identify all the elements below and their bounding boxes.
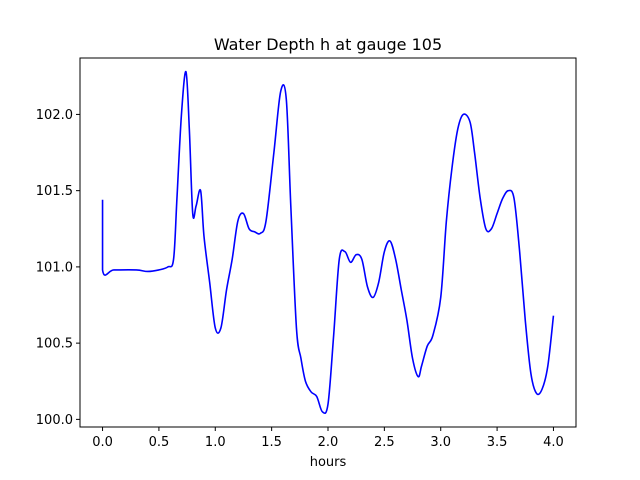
y-tick-label: 100.5 xyxy=(36,337,73,352)
x-tick-label: 0.5 xyxy=(149,435,170,450)
y-tick-label: 101.0 xyxy=(36,260,73,275)
plot-area: 0.0 0.5 1.0 1.5 2.0 2.5 3.0 3.5 4.0 100.0100.510… xyxy=(36,57,577,450)
plot-frame xyxy=(79,57,577,428)
series-line xyxy=(101,70,555,415)
y-axis: 100.0 100.5 101.0 101.5 102.0 xyxy=(36,108,80,428)
chart-title: Water Depth h at gauge 105 xyxy=(214,35,442,54)
x-tick-label: 3.0 xyxy=(430,435,451,450)
y-tick-label: 102.0 xyxy=(36,108,73,123)
x-tick-label: 4.0 xyxy=(543,435,564,450)
x-tick-label: 1.5 xyxy=(261,435,282,450)
x-tick-label: 2.0 xyxy=(318,435,339,450)
y-tick-label: 101.5 xyxy=(36,184,73,199)
x-axis: 0.0 0.5 1.0 1.5 2.0 2.5 3.0 3.5 4.0 xyxy=(92,427,564,450)
x-tick-label: 1.0 xyxy=(205,435,226,450)
x-axis-label: hours xyxy=(310,455,347,470)
series-layer xyxy=(101,70,555,415)
x-tick-label: 0.0 xyxy=(92,435,113,450)
y-tick-label: 100.0 xyxy=(36,413,73,428)
x-tick-label: 2.5 xyxy=(374,435,395,450)
x-tick-label: 3.5 xyxy=(487,435,508,450)
